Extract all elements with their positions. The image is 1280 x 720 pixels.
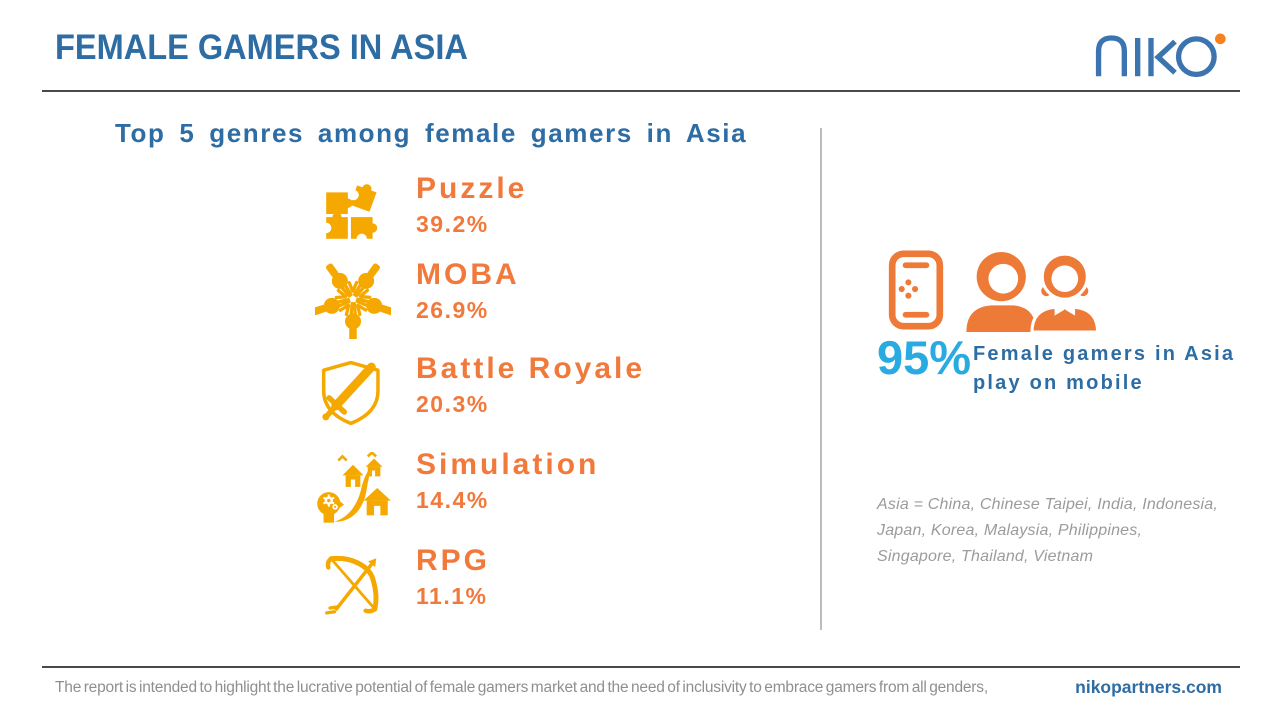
stat-label-line-1: Female gamers in Asia bbox=[973, 343, 1236, 365]
stat-value: 95% bbox=[877, 331, 972, 384]
genre-row-simulation: Simulation 14.4% bbox=[312, 448, 599, 530]
footer-divider bbox=[42, 666, 1240, 668]
header-divider bbox=[42, 90, 1240, 92]
genre-value: 39.2% bbox=[416, 211, 489, 237]
vertical-divider bbox=[820, 128, 822, 630]
bow-arrow-icon bbox=[312, 544, 394, 626]
mobile-phone-icon bbox=[888, 250, 944, 330]
page-title: FEMALE GAMERS IN ASIA bbox=[55, 28, 468, 67]
disclaimer-text: The report is intended to highlight the … bbox=[55, 679, 988, 696]
asia-definition-note: Asia = China, Chinese Taipei, India, Ind… bbox=[877, 492, 1227, 570]
genre-name: MOBA bbox=[416, 258, 520, 291]
genre-row-moba: MOBA 26.9% bbox=[312, 258, 520, 340]
puzzle-icon bbox=[312, 172, 394, 254]
note-line-3: Singapore, Thailand, Vietnam bbox=[877, 547, 1094, 565]
genre-row-rpg: RPG 11.1% bbox=[312, 544, 490, 626]
genre-value: 26.9% bbox=[416, 297, 489, 323]
genre-name: Battle Royale bbox=[416, 352, 646, 385]
moba-hands-icon bbox=[312, 258, 394, 340]
note-line-2: Japan, Korea, Malaysia, Philippines, bbox=[877, 521, 1143, 539]
section-title: Top 5 genres among female gamers in Asia bbox=[115, 118, 748, 148]
genre-value: 11.1% bbox=[416, 583, 488, 609]
stat-label-line-2: play on mobile bbox=[973, 372, 1144, 394]
stat-label: Female gamers in Asia play on mobile bbox=[973, 340, 1253, 398]
genre-value: 14.4% bbox=[416, 487, 489, 513]
genre-row-puzzle: Puzzle 39.2% bbox=[312, 172, 527, 254]
genre-name: Puzzle bbox=[416, 172, 528, 205]
niko-logo bbox=[1090, 30, 1228, 78]
website-link[interactable]: nikopartners.com bbox=[1075, 677, 1222, 697]
simulation-icon bbox=[312, 448, 394, 530]
genre-value: 20.3% bbox=[416, 391, 489, 417]
genre-row-battle-royale: Battle Royale 20.3% bbox=[312, 352, 645, 434]
genre-name: Simulation bbox=[416, 448, 600, 481]
female-gamers-icon bbox=[960, 250, 1104, 334]
note-line-1: Asia = China, Chinese Taipei, India, Ind… bbox=[877, 496, 1219, 513]
genre-name: RPG bbox=[416, 544, 491, 577]
shield-sword-icon bbox=[312, 352, 394, 434]
niko-logo-icon bbox=[1095, 33, 1226, 78]
